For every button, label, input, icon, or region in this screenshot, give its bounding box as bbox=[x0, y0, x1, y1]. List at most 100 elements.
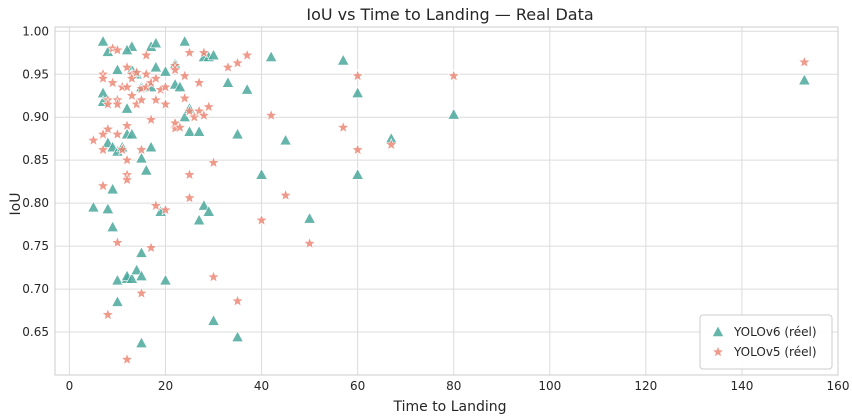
triangle-point bbox=[192, 125, 206, 137]
triangle-point bbox=[135, 151, 148, 164]
star-point bbox=[144, 112, 158, 126]
star-point bbox=[255, 213, 269, 226]
triangle-point bbox=[207, 314, 220, 326]
legend-marker bbox=[711, 345, 725, 358]
star-point bbox=[192, 76, 206, 89]
star-point bbox=[351, 69, 365, 82]
x-tick-label: 20 bbox=[158, 379, 173, 393]
y-tick-label: 1.00 bbox=[22, 24, 49, 38]
triangle-point bbox=[135, 246, 148, 258]
triangle-point bbox=[192, 213, 206, 226]
triangle-point bbox=[106, 182, 119, 195]
series-1-points bbox=[86, 41, 811, 366]
triangle-point bbox=[221, 76, 235, 88]
triangle-point bbox=[264, 50, 278, 62]
triangle-point bbox=[240, 83, 254, 95]
star-point bbox=[447, 69, 461, 82]
y-tick-label: 0.85 bbox=[22, 153, 49, 167]
triangle-point bbox=[798, 73, 811, 86]
star-point bbox=[158, 203, 172, 216]
x-tick-label: 160 bbox=[827, 379, 850, 393]
triangle-point bbox=[120, 43, 134, 55]
triangle-point bbox=[197, 199, 211, 211]
triangle-point bbox=[125, 272, 139, 284]
triangle-point bbox=[183, 125, 196, 137]
star-point bbox=[110, 97, 124, 110]
star-point bbox=[110, 235, 124, 249]
triangle-point bbox=[125, 127, 139, 140]
star-point bbox=[149, 198, 163, 212]
triangle-point bbox=[96, 34, 110, 47]
y-tick-label: 0.70 bbox=[22, 282, 49, 296]
triangle-point bbox=[303, 211, 316, 224]
triangle-point bbox=[120, 102, 134, 114]
triangle-point bbox=[255, 168, 268, 180]
triangle-point bbox=[351, 168, 364, 180]
triangle-point bbox=[101, 202, 115, 214]
star-point bbox=[178, 91, 192, 104]
star-point bbox=[207, 155, 221, 169]
star-point bbox=[197, 108, 211, 122]
star-point bbox=[134, 143, 148, 156]
star-point bbox=[106, 76, 120, 89]
legend-label: YOLOv5 (réel) bbox=[733, 345, 817, 359]
star-point bbox=[240, 48, 254, 61]
x-tick-label: 40 bbox=[254, 379, 269, 393]
triangle-point bbox=[140, 163, 153, 176]
legend: YOLOv6 (réel) YOLOv5 (réel) bbox=[699, 314, 833, 370]
star-point bbox=[797, 55, 811, 68]
triangle-point bbox=[159, 273, 172, 286]
star-point bbox=[96, 127, 110, 140]
star-point bbox=[120, 60, 134, 73]
triangle-point bbox=[144, 140, 158, 153]
triangle-point bbox=[87, 200, 100, 213]
star-point bbox=[168, 63, 182, 76]
triangle-point bbox=[173, 80, 187, 92]
triangle-point bbox=[178, 110, 191, 123]
star-point bbox=[120, 118, 134, 132]
legend-label: YOLOv6 (réel) bbox=[733, 325, 817, 339]
star-point bbox=[202, 100, 216, 113]
star-point bbox=[139, 48, 153, 61]
star-point bbox=[86, 133, 100, 146]
star-point bbox=[351, 143, 365, 156]
star-point bbox=[101, 308, 115, 321]
star-point bbox=[120, 352, 134, 366]
triangle-point bbox=[231, 127, 244, 140]
star-point bbox=[149, 71, 163, 85]
legend-box bbox=[699, 314, 833, 370]
triangle-point bbox=[231, 330, 244, 342]
star-point bbox=[187, 110, 201, 123]
star-point bbox=[183, 45, 196, 59]
triangle-point bbox=[135, 269, 148, 281]
star-point bbox=[264, 108, 278, 122]
x-axis-title: Time to Landing bbox=[392, 399, 506, 415]
triangle-point bbox=[111, 63, 124, 75]
star-point bbox=[178, 69, 192, 82]
star-point bbox=[221, 60, 235, 73]
star-point bbox=[158, 97, 172, 110]
star-point bbox=[120, 173, 134, 186]
triangle-point bbox=[149, 36, 163, 49]
star-point bbox=[336, 120, 350, 134]
star-point bbox=[120, 80, 134, 93]
star-point bbox=[134, 93, 148, 106]
triangle-point bbox=[106, 220, 119, 233]
star-point bbox=[384, 137, 398, 151]
star-point bbox=[149, 93, 163, 106]
star-point bbox=[120, 153, 134, 166]
chart-title: IoU vs Time to Landing — Real Data bbox=[306, 5, 593, 24]
triangle-point bbox=[111, 273, 124, 286]
legend-marker bbox=[711, 325, 725, 337]
x-tick-label: 140 bbox=[730, 379, 753, 393]
y-tick-label: 0.65 bbox=[22, 325, 49, 339]
triangle-point bbox=[202, 205, 215, 217]
triangle-point bbox=[279, 133, 292, 146]
y-tick-label: 0.80 bbox=[22, 196, 49, 210]
star-point bbox=[96, 71, 110, 85]
star-point bbox=[207, 270, 221, 283]
star-point bbox=[279, 188, 293, 201]
triangle-point bbox=[337, 53, 350, 66]
star-point bbox=[231, 294, 245, 307]
